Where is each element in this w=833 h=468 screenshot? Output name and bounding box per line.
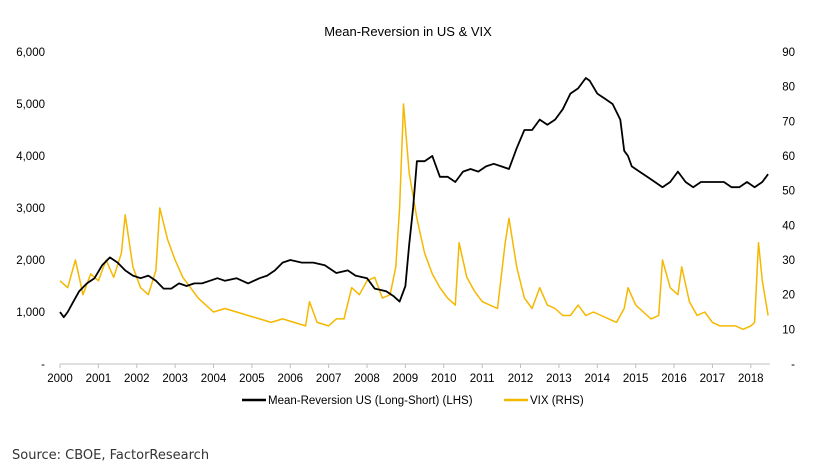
series-line-mean-reversion xyxy=(59,77,769,319)
x-tick-label: 2011 xyxy=(470,373,495,385)
x-tick-label: 2003 xyxy=(162,373,188,385)
x-axis: 2000 2001 2002 2003 2004 2005 2006 2007 2008 2009… xyxy=(47,363,770,385)
legend-label-vix: VIX (RHS) xyxy=(530,395,584,407)
y-right-tick-label: 90 xyxy=(782,47,795,59)
y-right-tick-label: 20 xyxy=(782,290,795,302)
y-left-tick-label: 3,000 xyxy=(16,203,45,215)
x-tick-label: 2005 xyxy=(239,373,265,385)
x-tick-label: 2007 xyxy=(316,373,342,385)
x-tick-label: 2016 xyxy=(661,373,687,385)
y-left-tick-label: 6,000 xyxy=(16,47,45,59)
y-left-tick-label: 5,000 xyxy=(16,99,45,111)
y-left-tick-label: - xyxy=(41,359,45,371)
x-tick-label: 2012 xyxy=(508,373,534,385)
x-tick-label: 2018 xyxy=(738,373,764,385)
legend: Mean-Reversion US (Long-Short) (LHS) VIX… xyxy=(242,395,584,407)
x-tick-label: 2006 xyxy=(277,373,303,385)
x-tick-label: 2015 xyxy=(623,373,649,385)
source-note: Source: CBOE, FactorResearch xyxy=(12,448,210,463)
x-tick-label: 2010 xyxy=(431,373,457,385)
y-right-tick-label: 40 xyxy=(782,220,795,232)
x-tick-label: 2008 xyxy=(354,373,380,385)
y-right-tick-label: 70 xyxy=(782,116,795,128)
series-layer xyxy=(59,77,769,331)
legend-label-mean-reversion: Mean-Reversion US (Long-Short) (LHS) xyxy=(268,395,473,407)
y-right-tick-label: 60 xyxy=(782,151,795,163)
x-tick-label: 2001 xyxy=(86,373,112,385)
y-right-tick-label: 50 xyxy=(782,186,795,198)
y-right-axis: - 10 20 30 40 50 60 70 80 90 xyxy=(782,47,795,371)
x-tick-label: 2004 xyxy=(201,373,227,385)
y-right-tick-label: 10 xyxy=(782,324,795,336)
y-left-tick-label: 1,000 xyxy=(16,307,45,319)
x-tick-label: 2017 xyxy=(700,373,726,385)
x-tick-label: 2014 xyxy=(585,373,611,385)
series-line-vix xyxy=(59,103,769,331)
x-tick-label: 2002 xyxy=(124,373,150,385)
x-tick-label: 2000 xyxy=(47,373,73,385)
y-left-axis: - 1,000 2,000 3,000 4,000 5,000 6,000 xyxy=(16,47,45,371)
x-tick-label: 2009 xyxy=(393,373,419,385)
chart-title: Mean-Reversion in US & VIX xyxy=(324,24,492,39)
y-left-tick-label: 4,000 xyxy=(16,151,45,163)
y-right-tick-label: - xyxy=(791,359,795,371)
y-right-tick-label: 80 xyxy=(782,82,795,94)
y-left-tick-label: 2,000 xyxy=(16,255,45,267)
y-right-tick-label: 30 xyxy=(782,255,795,267)
x-tick-label: 2013 xyxy=(546,373,572,385)
